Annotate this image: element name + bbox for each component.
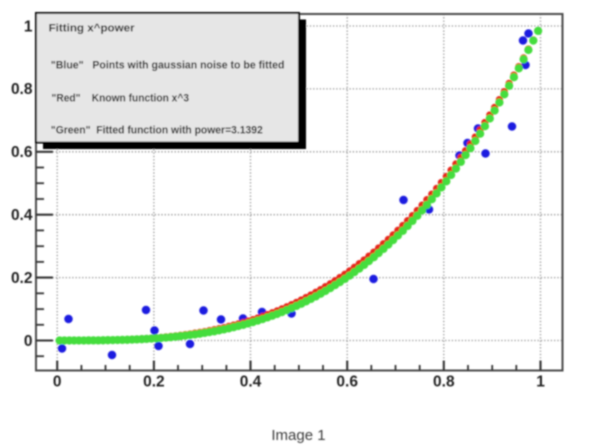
svg-text:0.4: 0.4 — [11, 207, 33, 224]
svg-text:1: 1 — [24, 18, 33, 35]
svg-text:"Blue" Points with gaussian: "Blue" Points with gaussian noise to be … — [51, 59, 285, 71]
svg-text:0.8: 0.8 — [433, 374, 455, 391]
svg-text:Image 1: Image 1 — [271, 427, 325, 444]
svg-text:0.6: 0.6 — [336, 374, 358, 391]
svg-text:0.2: 0.2 — [143, 374, 165, 391]
svg-text:0.6: 0.6 — [11, 144, 33, 161]
svg-text:Fitting x^power: Fitting x^power — [49, 22, 136, 34]
svg-text:0.8: 0.8 — [11, 81, 33, 98]
svg-text:"Green" Fitted function with: "Green" Fitted function with power=3.139… — [51, 125, 263, 137]
svg-text:"Red" Known function x^3: "Red" Known function x^3 — [52, 92, 190, 104]
svg-text:0: 0 — [24, 333, 33, 350]
svg-text:1: 1 — [536, 374, 545, 391]
svg-text:0.2: 0.2 — [11, 270, 33, 287]
svg-text:0.4: 0.4 — [240, 374, 262, 391]
svg-text:0: 0 — [53, 374, 62, 391]
